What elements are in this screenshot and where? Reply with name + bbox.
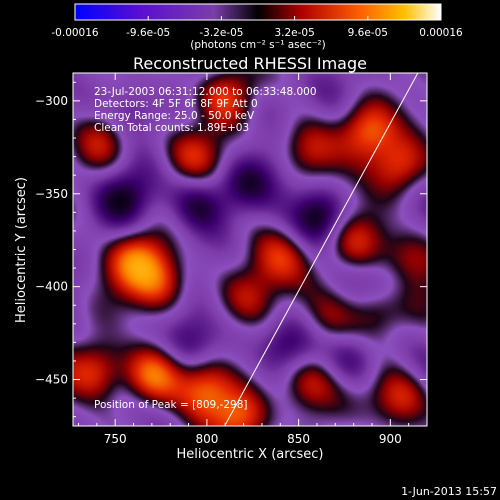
x-tick-label: 900	[379, 432, 402, 446]
colorbar-tick-label: -0.00016	[51, 27, 99, 39]
annotation-energy-range: Energy Range: 25.0 - 50.0 keV	[94, 110, 255, 122]
colorbar-tick-label: 3.2e-05	[274, 27, 314, 39]
colorbar-ticks: -0.00016 -9.6e-05 -3.2e-05 3.2e-05 9.6e-05 0.…	[51, 16, 463, 39]
colorbar-tick-label: -3.2e-05	[199, 27, 243, 39]
chart-title: Reconstructed RHESSI Image	[133, 54, 367, 73]
footer-date: 1-Jun-2013 15:57	[401, 485, 497, 498]
y-tick-label: −450	[35, 373, 68, 387]
annotation-clean-counts: Clean Total counts: 1.89E+03	[94, 122, 249, 134]
peak-position-label: Position of Peak = [809,-298]	[94, 399, 248, 411]
colorbar	[74, 3, 442, 21]
axis-ticks: 750 800 850 900 −300 −350 −400 −450	[35, 73, 428, 446]
annotation-time-range: 23-Jul-2003 06:31:12.000 to 06:33:48.000	[94, 86, 317, 98]
y-tick-label: −300	[35, 94, 68, 108]
colorbar-tick-label: 0.00016	[419, 27, 463, 39]
x-tick-label: 750	[104, 432, 127, 446]
colorbar-tick-label: 9.6e-05	[348, 27, 388, 39]
x-tick-label: 800	[195, 432, 218, 446]
solar-limb-line	[224, 73, 419, 426]
heatmap-image	[73, 73, 427, 426]
colorbar-unit-label: (photons cm⁻² s⁻¹ asec⁻²)	[190, 39, 325, 51]
x-axis-label: Heliocentric X (arcsec)	[177, 447, 324, 462]
y-tick-label: −350	[35, 187, 68, 201]
annotation-detectors: Detectors: 4F 5F 6F 8F 9F Att 0	[94, 98, 258, 110]
colorbar-tick-label: -9.6e-05	[126, 27, 170, 39]
x-tick-label: 850	[287, 432, 310, 446]
y-tick-label: −400	[35, 280, 68, 294]
y-axis-label: Heliocentric Y (arcsec)	[14, 177, 29, 323]
